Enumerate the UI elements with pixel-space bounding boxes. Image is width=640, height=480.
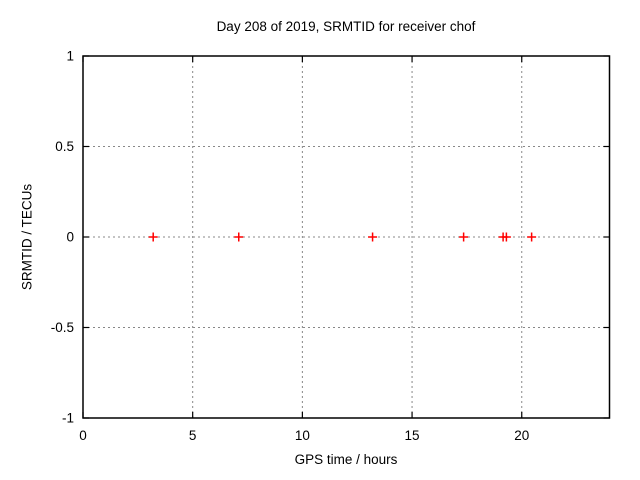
data-point-marker — [148, 232, 158, 242]
data-point-marker — [459, 232, 469, 242]
data-point-marker — [501, 232, 511, 242]
y-axis-label: SRMTID / TECUs — [19, 183, 35, 291]
data-point-marker — [234, 232, 244, 242]
y-tick-label: -0.5 — [51, 320, 74, 335]
y-tick-label: 0.5 — [55, 139, 74, 154]
x-tick-label: 10 — [295, 428, 310, 443]
x-tick-label: 0 — [79, 428, 87, 443]
y-tick-label: 0 — [66, 230, 74, 245]
x-tick-label: 15 — [405, 428, 420, 443]
x-axis-label: GPS time / hours — [294, 452, 398, 467]
data-point-marker — [368, 232, 378, 242]
data-point-marker — [527, 232, 537, 242]
x-tick-label: 20 — [514, 428, 529, 443]
x-tick-label: 5 — [189, 428, 197, 443]
y-tick-label: 1 — [66, 49, 74, 64]
y-tick-label: -1 — [62, 411, 74, 426]
chart-title: Day 208 of 2019, SRMTID for receiver cho… — [216, 19, 476, 34]
